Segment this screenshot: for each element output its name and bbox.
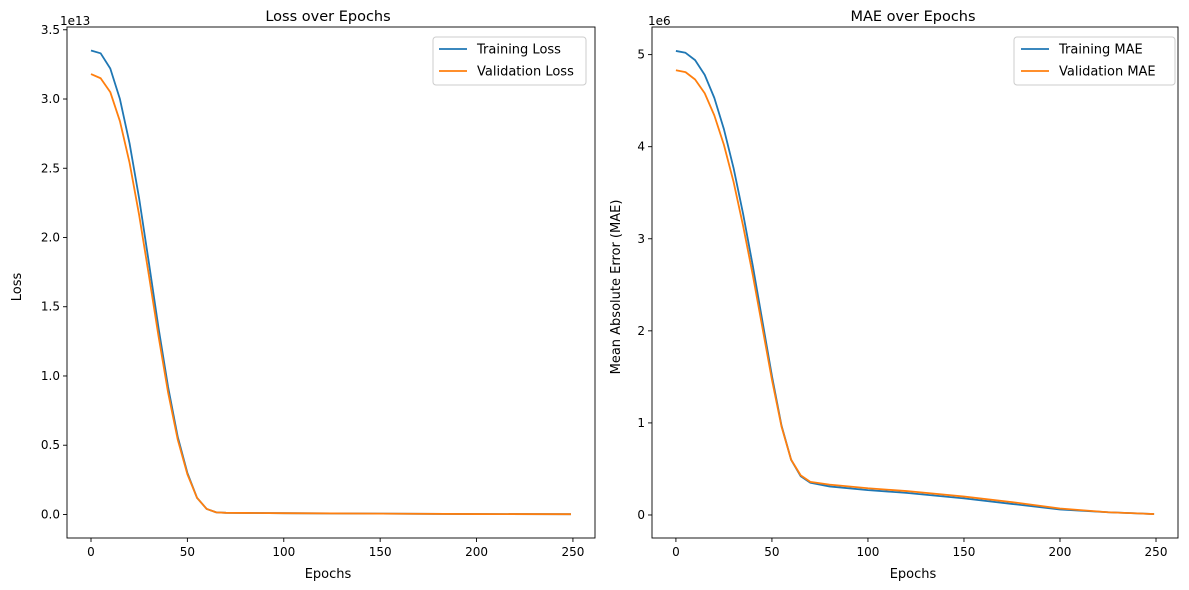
loss-chart-plot-area: 0 50 100 150 200 250 0.0 0.5 1.0 1.5 2.0 2.5 3.0 3.5 bbox=[41, 23, 596, 559]
mae-chart-y-tick-label: 2 bbox=[637, 324, 645, 338]
loss-chart-x-tick-label: 250 bbox=[561, 545, 584, 559]
loss-chart-x-tick-label: 100 bbox=[272, 545, 295, 559]
mae-chart-legend-entry-validation: Validation MAE bbox=[1059, 65, 1156, 80]
mae-chart-x-tick-label: 50 bbox=[764, 545, 779, 559]
loss-chart-y-tick-label: 2.0 bbox=[41, 230, 60, 244]
loss-chart: Loss over Epochs Epochs Loss 1e13 0 50 100… bbox=[10, 9, 596, 582]
mae-chart-legend-entry-training: Training MAE bbox=[1058, 43, 1143, 58]
loss-chart-axes-frame bbox=[66, 26, 596, 539]
mae-chart-legend: Training MAE Validation MAE bbox=[1013, 36, 1176, 86]
mae-chart-axes-frame bbox=[651, 26, 1179, 539]
loss-chart-x-tick-label: 50 bbox=[180, 545, 195, 559]
loss-chart-y-tick-label: 3.0 bbox=[41, 92, 60, 106]
mae-chart-series-validation-line bbox=[675, 69, 1155, 515]
loss-chart-legend-box bbox=[432, 36, 587, 86]
loss-chart-x-tick-label: 0 bbox=[87, 545, 95, 559]
mae-chart-x-tick-label: 200 bbox=[1049, 545, 1072, 559]
loss-chart-y-tick-label: 0.5 bbox=[41, 438, 60, 452]
mae-chart-y-tick-label: 4 bbox=[637, 140, 645, 154]
mae-chart-x-tick-label: 0 bbox=[672, 545, 680, 559]
mae-chart-x-tick-label: 150 bbox=[953, 545, 976, 559]
mae-chart-y-offset-label: 1e6 bbox=[648, 14, 671, 28]
loss-chart-y-tick-label: 2.5 bbox=[41, 161, 60, 175]
loss-chart-y-axis-label: Loss bbox=[10, 273, 25, 302]
mae-chart-plot-area: 0 50 100 150 200 250 0 1 2 3 4 5 bbox=[637, 26, 1179, 559]
mae-chart-x-tick-label: 250 bbox=[1145, 545, 1168, 559]
loss-chart-y-tick-label: 1.5 bbox=[41, 300, 60, 314]
loss-chart-y-tick-label: 1.0 bbox=[41, 369, 60, 383]
loss-chart-legend-entry-training: Training Loss bbox=[476, 43, 561, 58]
mae-chart-x-axis-label: Epochs bbox=[890, 567, 937, 582]
mae-chart-y-tick-label: 0 bbox=[637, 508, 645, 522]
mae-chart-y-tick-label: 1 bbox=[637, 416, 645, 430]
loss-chart-legend: Training Loss Validation Loss bbox=[432, 36, 587, 86]
mae-chart: MAE over Epochs Epochs Mean Absolute Err… bbox=[609, 9, 1179, 582]
loss-chart-title: Loss over Epochs bbox=[265, 9, 390, 25]
loss-chart-legend-entry-validation: Validation Loss bbox=[477, 65, 574, 80]
loss-chart-x-tick-label: 200 bbox=[465, 545, 488, 559]
mae-chart-y-tick-label: 3 bbox=[637, 232, 645, 246]
loss-chart-x-tick-label: 150 bbox=[369, 545, 392, 559]
loss-chart-y-tick-label: 3.5 bbox=[41, 23, 60, 37]
mae-chart-y-axis-label: Mean Absolute Error (MAE) bbox=[609, 200, 624, 375]
mae-chart-x-tick-label: 100 bbox=[856, 545, 879, 559]
loss-chart-y-tick-label: 0.0 bbox=[41, 507, 60, 521]
loss-chart-x-axis-label: Epochs bbox=[305, 567, 352, 582]
mae-chart-y-tick-label: 5 bbox=[637, 48, 645, 62]
loss-chart-y-offset-label: 1e13 bbox=[60, 14, 90, 28]
mae-chart-title: MAE over Epochs bbox=[850, 9, 975, 25]
loss-chart-series-validation-line bbox=[90, 73, 572, 516]
mae-chart-legend-box bbox=[1013, 36, 1176, 86]
